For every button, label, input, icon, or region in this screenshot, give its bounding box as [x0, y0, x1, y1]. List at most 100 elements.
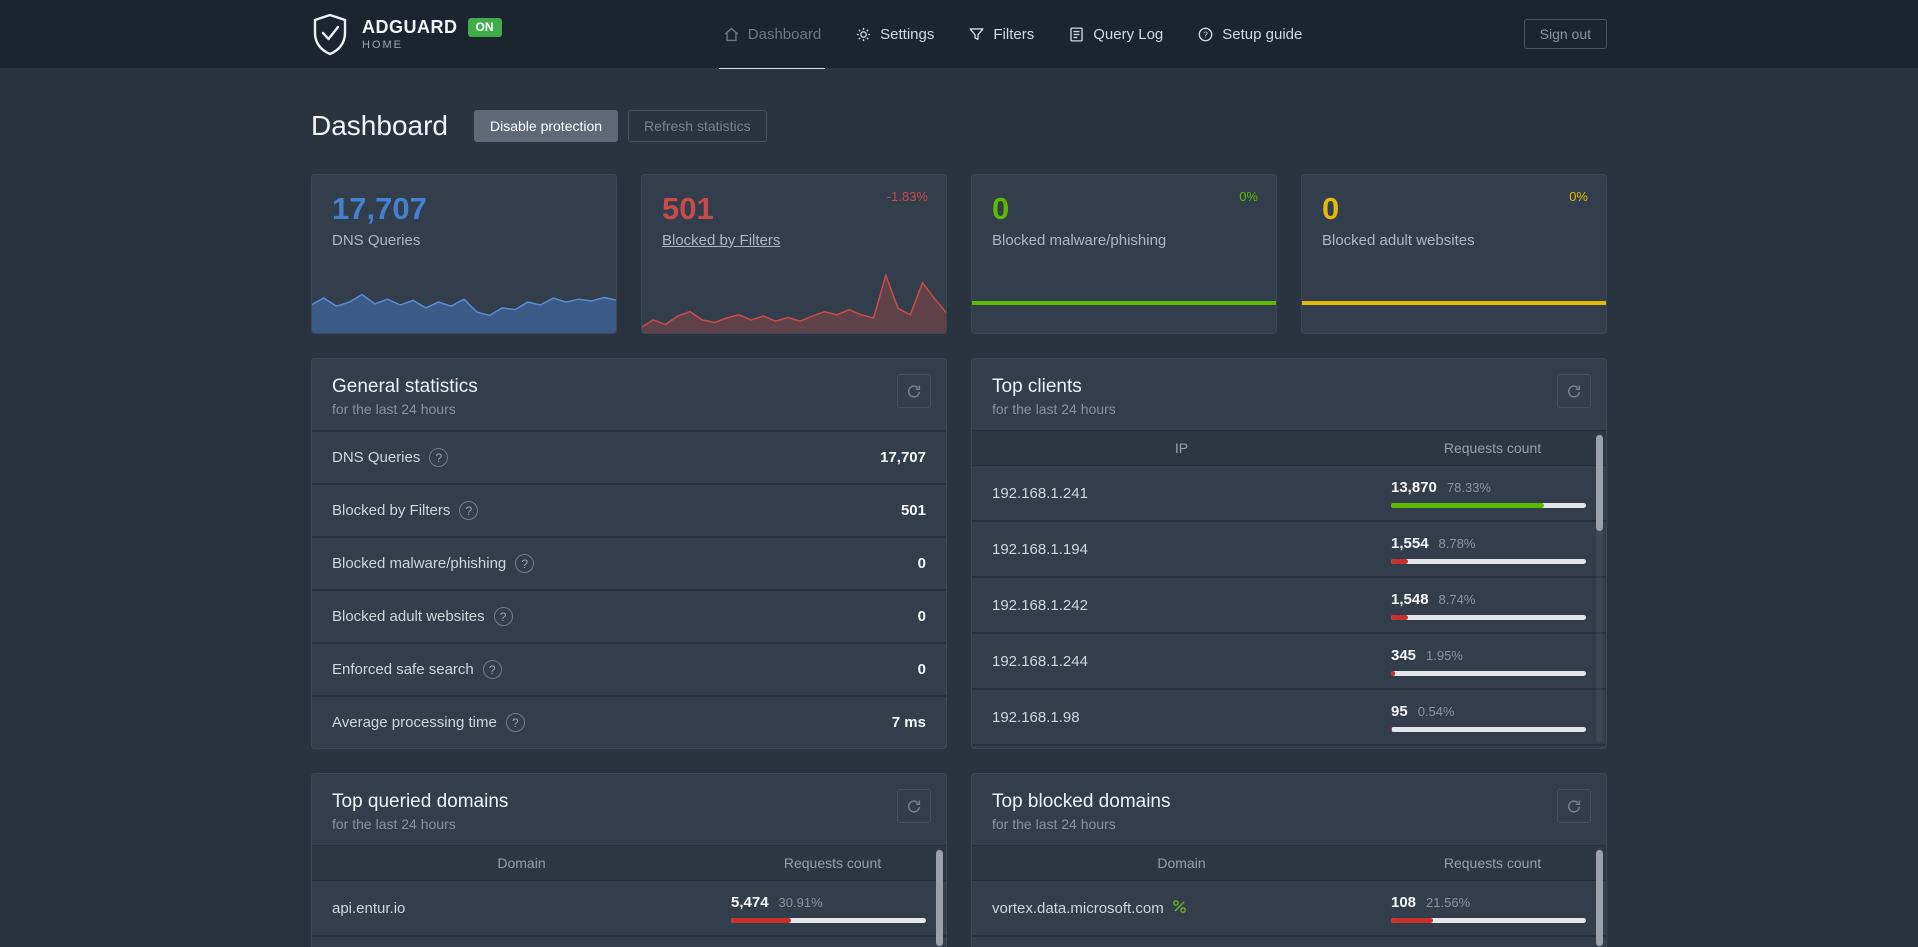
scrollbar-thumb[interactable]	[1596, 435, 1603, 531]
main-nav: Dashboard Settings	[718, 0, 1302, 69]
table-header: Domain Requests count	[312, 845, 946, 881]
nav-item-settings[interactable]: Settings	[855, 0, 934, 68]
request-percent: 78.33%	[1446, 479, 1491, 495]
request-count: 345	[1391, 646, 1417, 664]
tracker-icon[interactable]	[1172, 899, 1187, 918]
help-icon[interactable]: ?	[429, 448, 449, 467]
stat-value: 501	[900, 502, 926, 519]
refresh-card-button[interactable]	[897, 374, 931, 408]
stat-value: 17,707	[880, 449, 926, 466]
column-header-requests: Requests count	[1443, 855, 1542, 871]
stat-card-blocked-adult: 0 Blocked adult websites 0%	[1301, 174, 1607, 334]
client-ip: 192.168.1.241	[992, 484, 1088, 502]
refresh-card-button[interactable]	[1557, 374, 1591, 408]
gear-icon	[855, 26, 872, 43]
top-navbar: ADGUARD ON HOME Dashboard	[0, 0, 1918, 69]
table-row: api.entur.io 5,474 30.91%	[312, 881, 946, 937]
request-percent: 0.54%	[1417, 703, 1455, 719]
client-ip: 192.168.1.194	[992, 540, 1088, 558]
card-title: Top queried domains	[332, 791, 509, 812]
refresh-card-button[interactable]	[897, 789, 931, 823]
progress-bar	[1391, 502, 1586, 508]
domain-name: api.entur.io	[332, 899, 406, 917]
column-header-requests: Requests count	[1443, 440, 1542, 456]
blocked-malware-delta: 0%	[1239, 189, 1258, 204]
card-subtitle: for the last 24 hours	[992, 401, 1116, 417]
blocked-filters-value: 501	[662, 191, 714, 226]
nav-item-setup-guide[interactable]: ? Setup guide	[1197, 0, 1302, 68]
refresh-statistics-button[interactable]: Refresh statistics	[628, 110, 767, 142]
nav-item-dashboard[interactable]: Dashboard	[718, 0, 826, 69]
stat-value: 0	[917, 661, 926, 678]
top-blocked-domains-card: Top blocked domains for the last 24 hour…	[971, 773, 1607, 947]
dns-queries-value: 17,707	[332, 191, 427, 226]
scrollbar-thumb[interactable]	[1596, 850, 1603, 946]
request-percent: 8.78%	[1438, 535, 1476, 551]
help-icon[interactable]: ?	[493, 607, 513, 626]
stat-card-blocked-malware: 0 Blocked malware/phishing 0%	[971, 174, 1277, 334]
scrollbar-track[interactable]	[1596, 848, 1603, 947]
help-icon[interactable]: ?	[459, 501, 479, 520]
page-header: Dashboard Disable protection Refresh sta…	[311, 110, 1607, 142]
stat-row: Blocked by Filters? 501	[312, 483, 946, 536]
blocked-adult-value: 0	[1322, 191, 1340, 226]
table-row: 192.168.1.98 95 0.54%	[972, 690, 1606, 746]
table-row: 192.168.1.194 1,554 8.78%	[972, 522, 1606, 578]
request-percent: 8.74%	[1438, 591, 1476, 607]
card-title: General statistics	[332, 376, 478, 397]
progress-bar	[1391, 726, 1586, 732]
scrollbar-track[interactable]	[1596, 433, 1603, 742]
column-header-domain: Domain	[497, 855, 546, 871]
stat-row: DNS Queries? 17,707	[312, 430, 946, 483]
help-icon[interactable]: ?	[505, 713, 525, 732]
stat-row: Enforced safe search? 0	[312, 642, 946, 695]
table-row: 192.168.1.241 13,870 78.33%	[972, 466, 1606, 522]
brand-sub: HOME	[362, 39, 403, 51]
blocked-filters-link[interactable]: Blocked by Filters	[662, 231, 781, 249]
funnel-icon	[968, 26, 985, 43]
card-subtitle: for the last 24 hours	[332, 401, 456, 417]
client-ip: 192.168.1.98	[992, 708, 1080, 726]
help-icon[interactable]: ?	[482, 660, 502, 679]
home-icon	[723, 26, 740, 43]
blocked-malware-value: 0	[992, 191, 1010, 226]
help-icon[interactable]: ?	[515, 554, 535, 573]
scrollbar-thumb[interactable]	[936, 850, 943, 946]
table-row: 192.168.1.242 1,548 8.74%	[972, 578, 1606, 634]
dashboard-page: Dashboard Disable protection Refresh sta…	[0, 68, 1918, 947]
request-percent: 1.95%	[1426, 647, 1463, 663]
stat-card-blocked-by-filters: 501 Blocked by Filters -1.83%	[641, 174, 947, 334]
stat-value: 0	[917, 555, 926, 572]
column-header-requests: Requests count	[783, 855, 882, 871]
request-count: 1,548	[1391, 590, 1429, 608]
nav-item-filters[interactable]: Filters	[968, 0, 1034, 68]
client-ip: 192.168.1.242	[992, 596, 1088, 614]
blocked-filters-sparkline	[642, 270, 946, 333]
blocked-adult-delta: 0%	[1569, 189, 1588, 204]
top-clients-card: Top clients for the last 24 hours IP Req…	[971, 358, 1607, 749]
refresh-card-button[interactable]	[1557, 789, 1591, 823]
blocked-adult-label: Blocked adult websites	[1322, 231, 1475, 249]
card-subtitle: for the last 24 hours	[992, 816, 1116, 832]
stat-label: DNS Queries	[332, 449, 421, 466]
table-header: Domain Requests count	[972, 845, 1606, 881]
disable-protection-button[interactable]: Disable protection	[473, 110, 619, 142]
progress-bar	[1391, 917, 1586, 923]
progress-bar	[1391, 614, 1586, 620]
request-count: 1,554	[1391, 534, 1429, 552]
request-count: 95	[1391, 702, 1408, 720]
progress-bar	[731, 917, 926, 923]
protection-on-badge: ON	[467, 17, 502, 38]
general-statistics-card: General statistics for the last 24 hours…	[311, 358, 947, 749]
scrollbar-track[interactable]	[936, 848, 943, 947]
stat-cards-row: 17,707 DNS Queries 501 Blocked by Filter…	[311, 174, 1607, 334]
nav-item-query-log[interactable]: Query Log	[1068, 0, 1163, 68]
stat-label: Blocked by Filters	[332, 502, 451, 519]
column-header-ip: IP	[1174, 440, 1189, 456]
table-row: vortex.data.microsoft.com 108 21.56%	[972, 881, 1606, 937]
card-subtitle: for the last 24 hours	[332, 816, 456, 832]
stat-label: Enforced safe search	[332, 661, 474, 678]
sign-out-button[interactable]: Sign out	[1523, 19, 1607, 49]
blocked-adult-sparkline	[1302, 301, 1606, 305]
